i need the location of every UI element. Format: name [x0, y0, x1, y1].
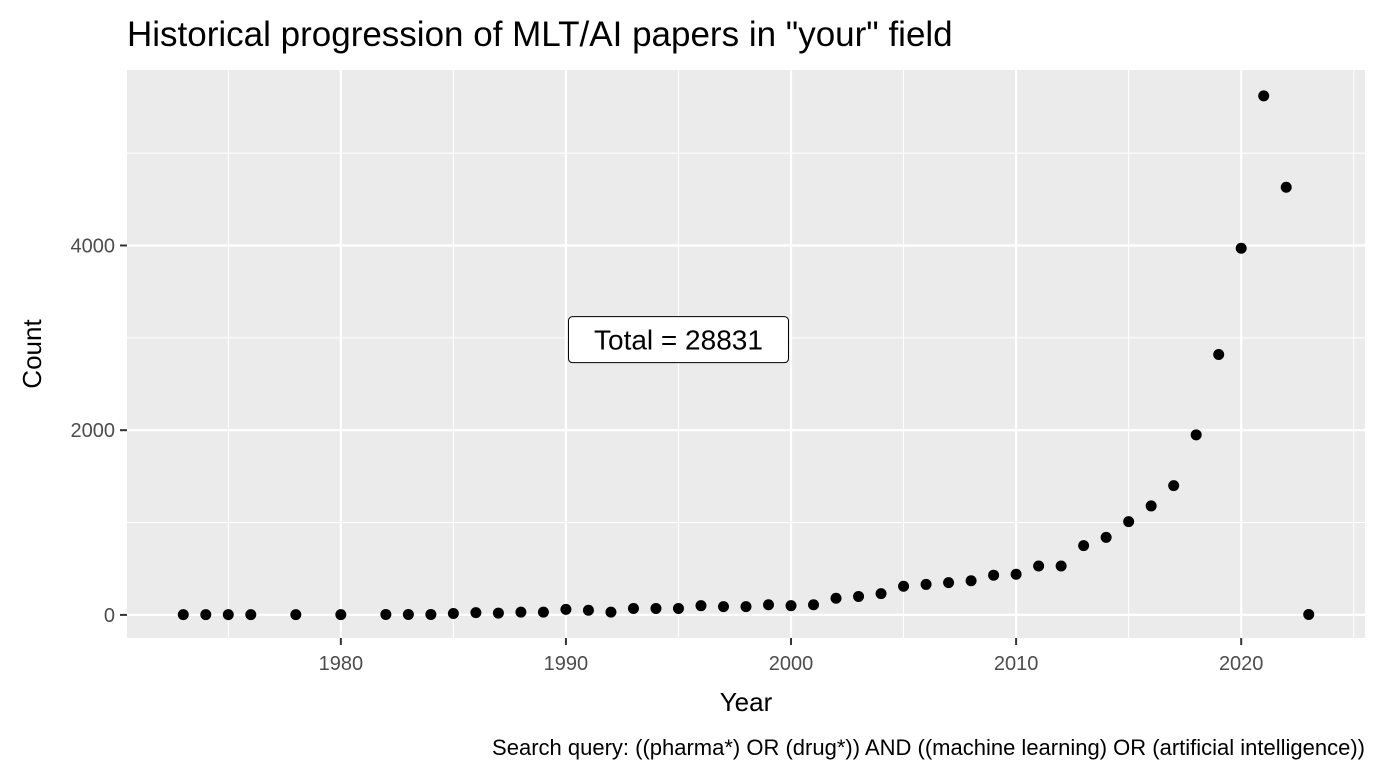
x-axis-ticks: 1980 1990 2000 2010 2020: [319, 638, 1264, 675]
data-point: [425, 608, 437, 620]
data-point: [1123, 516, 1135, 528]
data-point: [245, 609, 257, 621]
data-point: [695, 600, 707, 612]
data-point: [920, 578, 932, 590]
data-point: [1078, 540, 1090, 552]
data-point: [582, 604, 594, 616]
data-point: [808, 599, 820, 611]
x-tick-label: 2010: [994, 653, 1039, 675]
data-point: [177, 609, 189, 621]
x-tick-label: 1980: [319, 653, 364, 675]
data-point: [1190, 429, 1202, 441]
data-point: [1033, 560, 1045, 572]
data-point: [492, 607, 504, 619]
data-point: [627, 602, 639, 614]
annotation-label: Total = 28831: [567, 316, 789, 364]
y-tick-label: 4000: [71, 235, 116, 257]
data-point: [1280, 181, 1292, 193]
major-gridlines: [127, 70, 1365, 638]
data-point: [200, 609, 212, 621]
data-point: [785, 600, 797, 612]
annotation-box: [567, 316, 789, 364]
data-point: [515, 606, 527, 618]
y-axis-ticks: 0 2000 4000: [71, 235, 127, 627]
data-point: [290, 609, 302, 621]
data-point: [560, 603, 572, 615]
y-tick-label: 0: [104, 605, 115, 627]
data-point: [875, 588, 887, 600]
data-point: [672, 602, 684, 614]
data-point: [470, 607, 482, 619]
x-tick-label: 2000: [769, 653, 814, 675]
annotation-text: Total = 28831: [594, 325, 763, 356]
data-point: [1303, 608, 1315, 620]
data-point: [1235, 242, 1247, 254]
data-point: [1168, 480, 1180, 492]
data-point: [380, 608, 392, 620]
data-point: [898, 580, 910, 592]
data-point: [605, 606, 617, 618]
y-tick-label: 2000: [71, 420, 116, 442]
caption: Search query: ((pharma*) OR (drug*)) AND…: [492, 735, 1365, 760]
data-point: [988, 569, 1000, 581]
data-point: [1213, 348, 1225, 360]
data-point: [943, 577, 955, 589]
data-point: [1100, 531, 1112, 543]
data-point: [965, 575, 977, 587]
data-point: [717, 601, 729, 613]
data-point: [1010, 568, 1022, 580]
x-axis-title: Year: [720, 687, 773, 717]
data-point: [740, 601, 752, 613]
y-axis-title: Count: [17, 319, 47, 389]
data-point: [763, 599, 775, 611]
data-point: [1055, 560, 1067, 572]
chart-title: Historical progression of MLT/AI papers …: [127, 15, 953, 54]
data-point: [1258, 90, 1270, 102]
data-point: [335, 609, 347, 621]
data-points: [177, 90, 1315, 621]
data-point: [853, 590, 865, 602]
data-point: [650, 602, 662, 614]
data-point: [537, 606, 549, 618]
data-point: [1145, 500, 1157, 512]
data-point: [222, 609, 234, 621]
x-tick-label: 1990: [544, 653, 589, 675]
data-point: [830, 592, 842, 604]
x-tick-label: 2020: [1219, 653, 1264, 675]
data-point: [402, 608, 414, 620]
data-point: [447, 608, 459, 620]
